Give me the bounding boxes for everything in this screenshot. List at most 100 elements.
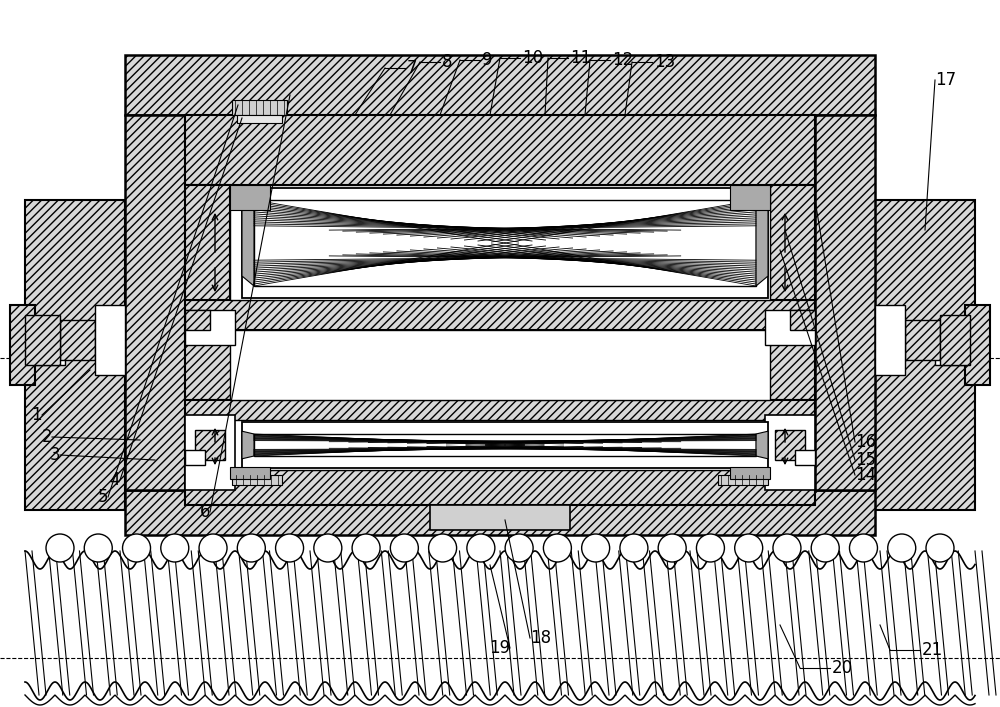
- Bar: [125, 55, 875, 115]
- Polygon shape: [756, 431, 768, 459]
- Bar: [25, 315, 60, 365]
- Text: 19: 19: [489, 639, 510, 657]
- Circle shape: [390, 534, 418, 562]
- Bar: [730, 467, 770, 479]
- Bar: [242, 422, 768, 468]
- Bar: [185, 185, 230, 300]
- Text: 4: 4: [110, 471, 120, 489]
- Bar: [185, 310, 235, 345]
- Text: 12: 12: [612, 51, 633, 69]
- Circle shape: [773, 534, 801, 562]
- Bar: [254, 200, 756, 286]
- Bar: [905, 320, 940, 360]
- Circle shape: [199, 534, 227, 562]
- Bar: [35, 340, 65, 352]
- Circle shape: [543, 534, 571, 562]
- Bar: [940, 315, 970, 365]
- Bar: [795, 450, 815, 465]
- Circle shape: [123, 534, 151, 562]
- Circle shape: [926, 534, 954, 562]
- Bar: [232, 100, 287, 115]
- Polygon shape: [242, 431, 254, 459]
- Bar: [185, 415, 235, 490]
- Bar: [765, 415, 815, 490]
- Text: 9: 9: [482, 51, 492, 69]
- Bar: [230, 185, 770, 300]
- Bar: [185, 470, 815, 505]
- Bar: [185, 420, 230, 470]
- Polygon shape: [242, 200, 254, 286]
- Bar: [770, 185, 815, 300]
- Text: 11: 11: [570, 49, 591, 67]
- Bar: [185, 330, 815, 400]
- Text: 13: 13: [654, 53, 675, 71]
- Bar: [770, 420, 815, 470]
- Circle shape: [276, 534, 304, 562]
- Circle shape: [237, 534, 265, 562]
- Text: 14: 14: [855, 466, 876, 484]
- Bar: [125, 490, 875, 535]
- Circle shape: [314, 534, 342, 562]
- Text: 1: 1: [31, 406, 42, 424]
- Text: 6: 6: [200, 503, 210, 521]
- Bar: [230, 330, 770, 400]
- Bar: [875, 200, 975, 510]
- Circle shape: [84, 534, 112, 562]
- Bar: [185, 115, 815, 185]
- Bar: [185, 400, 815, 430]
- Polygon shape: [756, 200, 768, 286]
- Text: 17: 17: [935, 71, 956, 89]
- Bar: [875, 305, 905, 375]
- Text: 10: 10: [522, 49, 543, 67]
- Bar: [185, 450, 205, 465]
- Text: 20: 20: [832, 659, 853, 677]
- Circle shape: [620, 534, 648, 562]
- Bar: [935, 340, 965, 352]
- Bar: [232, 475, 282, 485]
- Text: 18: 18: [530, 629, 551, 647]
- Bar: [10, 305, 35, 385]
- Circle shape: [429, 534, 457, 562]
- Circle shape: [811, 534, 839, 562]
- Circle shape: [888, 534, 916, 562]
- Bar: [965, 305, 990, 385]
- Bar: [230, 185, 270, 210]
- Bar: [230, 420, 770, 470]
- Bar: [730, 185, 770, 210]
- Text: 5: 5: [98, 488, 108, 506]
- Bar: [185, 300, 815, 335]
- Bar: [775, 430, 805, 460]
- Bar: [935, 355, 965, 365]
- Circle shape: [46, 534, 74, 562]
- Circle shape: [582, 534, 610, 562]
- Bar: [254, 434, 756, 456]
- Bar: [185, 310, 210, 330]
- Text: 16: 16: [855, 433, 876, 451]
- Bar: [815, 115, 875, 490]
- Bar: [237, 115, 282, 123]
- Bar: [125, 115, 185, 490]
- Bar: [35, 355, 65, 365]
- Circle shape: [352, 534, 380, 562]
- Circle shape: [467, 534, 495, 562]
- Text: 2: 2: [41, 428, 52, 446]
- Circle shape: [849, 534, 877, 562]
- Circle shape: [161, 534, 189, 562]
- Bar: [790, 310, 815, 330]
- Bar: [230, 467, 270, 479]
- Bar: [195, 430, 225, 460]
- Bar: [430, 505, 570, 530]
- Text: 7: 7: [407, 59, 418, 77]
- Circle shape: [735, 534, 763, 562]
- Bar: [25, 200, 125, 510]
- Bar: [242, 188, 768, 298]
- Circle shape: [505, 534, 533, 562]
- Text: 8: 8: [442, 53, 452, 71]
- Text: 3: 3: [49, 446, 60, 464]
- Bar: [60, 320, 95, 360]
- Circle shape: [658, 534, 686, 562]
- Bar: [718, 475, 768, 485]
- Circle shape: [696, 534, 724, 562]
- Bar: [95, 305, 125, 375]
- Bar: [765, 310, 815, 345]
